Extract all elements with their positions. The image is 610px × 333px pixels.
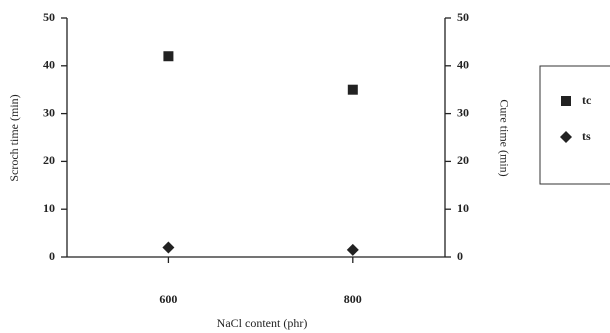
legend-label: ts — [582, 129, 591, 143]
y-tick-label: 50 — [43, 10, 55, 24]
x-tick-label: 600 — [159, 292, 177, 306]
y-axis-label: Scroch time (min) — [7, 94, 21, 181]
point — [162, 241, 175, 254]
y-tick-label: 0 — [49, 249, 55, 263]
point — [346, 243, 359, 256]
y2-tick-label: 10 — [457, 201, 469, 215]
x-tick-label: 800 — [344, 292, 362, 306]
y2-tick-label: 20 — [457, 153, 469, 167]
y2-axis-label: Cure time (min) — [497, 99, 511, 176]
point — [347, 84, 358, 95]
x-axis-label: NaCl content (phr) — [217, 316, 308, 330]
legend-box — [539, 65, 610, 185]
y2-tick-label: 40 — [457, 58, 469, 72]
legend-marker — [561, 96, 571, 106]
y-tick-label: 20 — [43, 153, 55, 167]
y2-tick-label: 30 — [457, 105, 469, 119]
point — [163, 51, 174, 62]
y2-tick-label: 0 — [457, 249, 463, 263]
y-tick-label: 30 — [43, 105, 55, 119]
y-tick-label: 10 — [43, 201, 55, 215]
legend-marker — [560, 131, 572, 143]
y2-tick-label: 50 — [457, 10, 469, 24]
y-tick-label: 40 — [43, 58, 55, 72]
legend-label: tc — [582, 93, 592, 107]
